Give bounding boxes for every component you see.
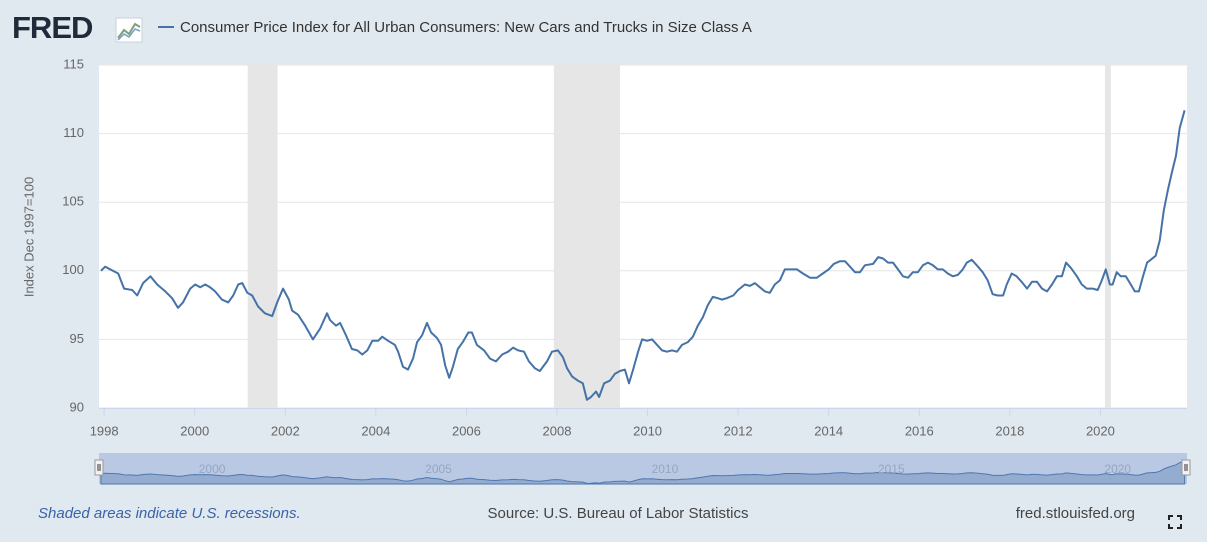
x-tick-label: 2010 (633, 423, 662, 438)
y-tick-label: 110 (63, 125, 84, 140)
legend-title: Consumer Price Index for All Urban Consu… (180, 19, 752, 36)
y-tick-label: 95 (70, 331, 84, 346)
navigator-tick-label: 2005 (425, 462, 452, 476)
recession-band (553, 65, 620, 408)
navigator-area (100, 460, 1186, 485)
x-tick-label: 1998 (90, 423, 119, 438)
y-tick-label: 90 (70, 399, 84, 414)
x-tick-label: 2000 (180, 423, 209, 438)
source: Source: U.S. Bureau of Labor Statistics (488, 505, 749, 522)
x-tick-label: 2008 (543, 423, 572, 438)
navigator-handle-body (94, 459, 104, 476)
recession-note: Shaded areas indicate U.S. recessions. (38, 505, 301, 522)
x-tick-label: 2020 (1086, 423, 1115, 438)
logo-icon (115, 17, 143, 43)
y-axis-title: Index Dec 1997=100 (21, 177, 36, 297)
x-tick-label: 2012 (724, 423, 753, 438)
navigator-tick-label: 2000 (199, 462, 226, 476)
fullscreen-icon[interactable] (1168, 515, 1182, 529)
plot-area (99, 65, 1187, 408)
x-tick-label: 2004 (361, 423, 390, 438)
y-tick-label: 100 (62, 262, 84, 277)
x-tick-label: 2002 (271, 423, 300, 438)
series-line (100, 110, 1186, 401)
y-tick-label: 105 (62, 194, 84, 209)
x-tick-label: 2018 (995, 423, 1024, 438)
recession-band (247, 65, 278, 408)
x-tick-label: 2014 (814, 423, 843, 438)
logo: FRED (12, 10, 93, 45)
navigator-tick-label: 2015 (878, 462, 905, 476)
site: fred.stlouisfed.org (1016, 505, 1135, 522)
x-tick-label: 2016 (905, 423, 934, 438)
navigator-tick-label: 2010 (652, 462, 679, 476)
recession-band (1104, 65, 1111, 408)
y-tick-label: 115 (63, 56, 84, 71)
navigator-selection (99, 453, 1187, 484)
navigator-handle[interactable] (94, 459, 104, 476)
navigator-handle-body (1181, 459, 1191, 476)
x-tick-label: 2006 (452, 423, 481, 438)
navigator-handle[interactable] (1181, 459, 1191, 476)
navigator-tick-label: 2020 (1104, 462, 1131, 476)
